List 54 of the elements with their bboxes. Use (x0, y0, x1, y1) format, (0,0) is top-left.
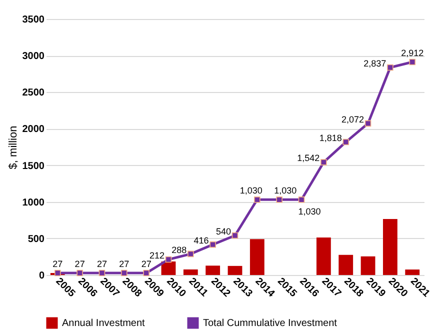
y-axis-title: $, million (7, 126, 20, 170)
data-label: 27 (141, 259, 152, 270)
data-label: 27 (119, 259, 130, 270)
data-label: 2,912 (401, 48, 424, 58)
data-label: 1,030 (240, 186, 262, 196)
point (98, 270, 106, 276)
legend-label: Annual Investment (62, 318, 146, 329)
point (298, 196, 305, 203)
data-label: 27 (52, 259, 63, 270)
point (276, 196, 282, 203)
bar (382, 219, 398, 275)
point (121, 270, 128, 276)
point (232, 232, 238, 239)
y-tick-label: 3500 (22, 14, 45, 26)
data-label: 27 (96, 259, 107, 270)
data-label: 27 (74, 259, 85, 270)
data-label: 416 (194, 236, 209, 246)
point (165, 256, 172, 263)
point (364, 120, 372, 127)
bar (228, 266, 242, 275)
point (188, 250, 194, 258)
data-label: 1,030 (274, 186, 297, 196)
data-label: 1,030 (298, 206, 321, 217)
bar (206, 266, 220, 275)
data-label: 1,818 (319, 133, 342, 144)
y-tick-label: 2500 (22, 88, 45, 99)
point (143, 270, 150, 276)
data-label: 212 (149, 250, 164, 260)
point (76, 270, 83, 276)
legend-label: Total Cummulative Investment (203, 318, 338, 329)
bar (338, 254, 354, 275)
bar (183, 269, 198, 275)
data-label: 540 (216, 226, 231, 237)
data-label: 2,837 (364, 58, 386, 68)
point (254, 196, 260, 203)
data-label: 288 (172, 244, 187, 255)
y-tick-label: 1500 (22, 160, 45, 172)
point (387, 64, 394, 71)
bar (250, 239, 264, 275)
bar (360, 256, 376, 275)
y-tick-label: 2000 (22, 124, 45, 136)
y-tick-label: 1000 (22, 197, 45, 208)
y-tick-label: 3000 (22, 51, 45, 62)
point (54, 270, 61, 276)
y-tick-label: 500 (28, 234, 45, 245)
bar (316, 238, 331, 275)
point (210, 241, 216, 248)
point (320, 159, 327, 166)
bar (405, 270, 420, 275)
data-label: 2,072 (341, 114, 364, 124)
data-label: 1,542 (297, 153, 320, 164)
y-tick-label: 0 (38, 270, 45, 282)
point (342, 138, 349, 146)
point (409, 58, 416, 66)
